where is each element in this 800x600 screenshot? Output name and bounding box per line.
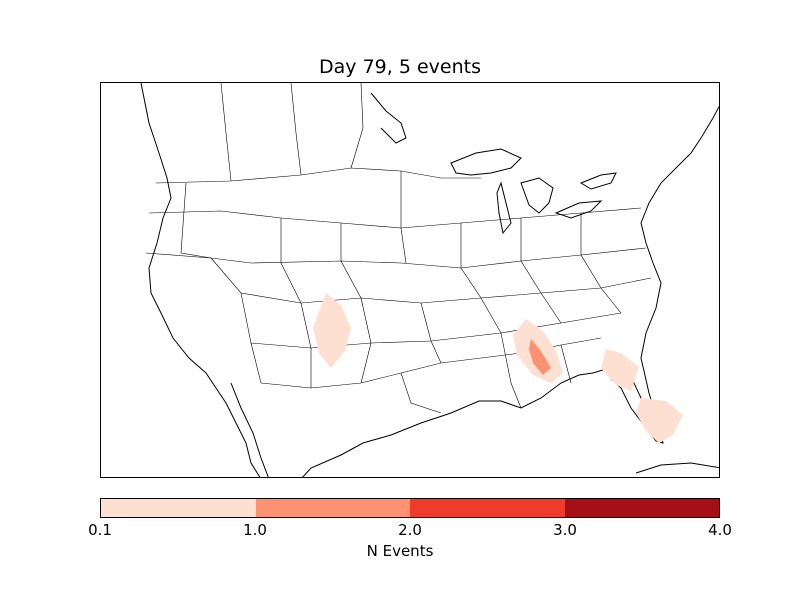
contour-al-core <box>529 339 551 375</box>
state-borders <box>145 83 652 414</box>
colorbar-segment-1 <box>101 499 256 517</box>
us-map <box>140 83 719 477</box>
contour-fl-north <box>601 349 639 391</box>
colorbar-tick: 2.0 <box>398 521 422 539</box>
map-panel <box>100 82 720 478</box>
colorbar-tick: 1.0 <box>243 521 267 539</box>
colorbar-segment-3 <box>410 499 565 517</box>
contour-fl-south <box>636 398 683 443</box>
colorbar-tick: 4.0 <box>708 521 732 539</box>
colorbar-segment-2 <box>255 499 410 517</box>
colorbar-tick: 0.1 <box>88 521 112 539</box>
contour-nm-co <box>313 293 351 368</box>
colorbar-segment-4 <box>564 499 719 517</box>
event-contours <box>313 293 683 443</box>
coastlines <box>140 83 719 477</box>
colorbar-label: N Events <box>366 542 434 560</box>
colorbar <box>100 498 720 518</box>
map-title: Day 79, 5 events <box>319 56 481 78</box>
colorbar-tick: 3.0 <box>553 521 577 539</box>
